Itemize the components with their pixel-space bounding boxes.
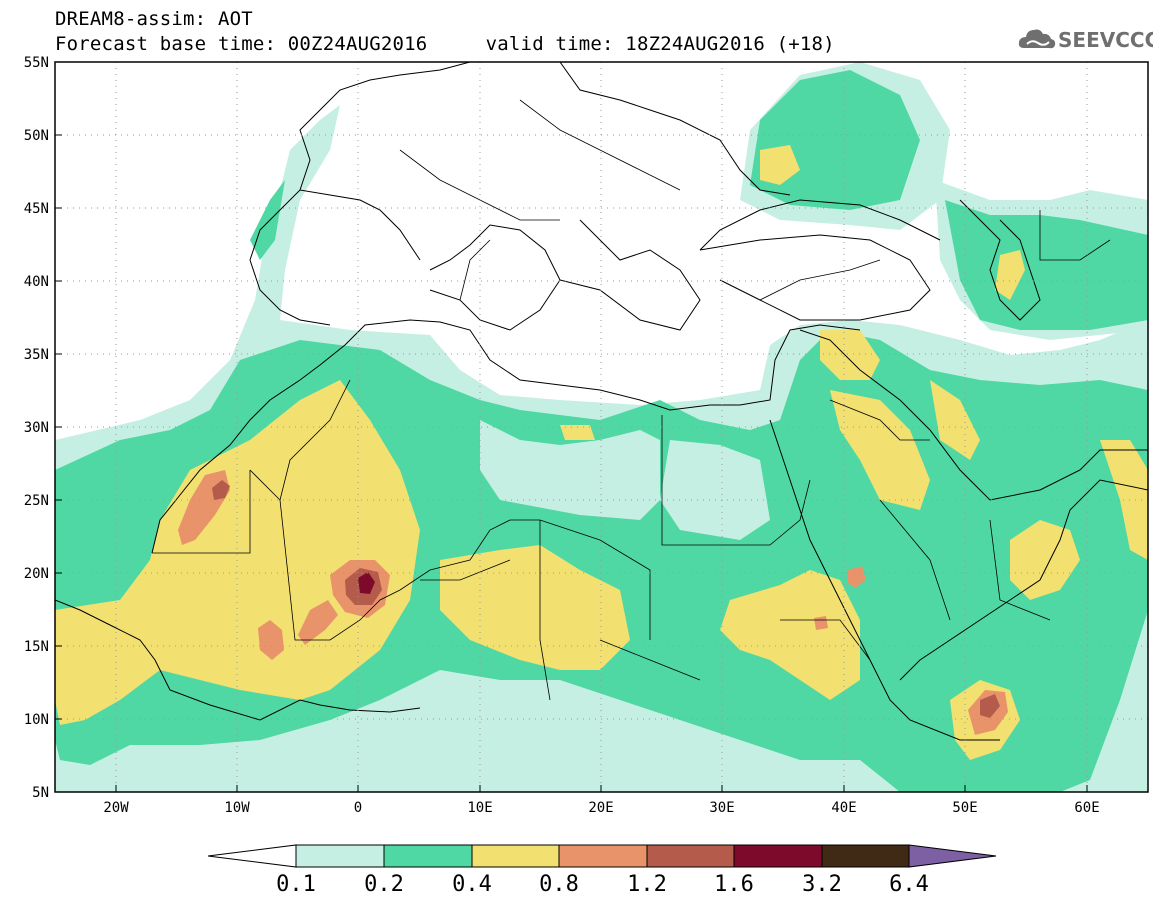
colorbar-label: 6.4 xyxy=(889,872,929,897)
aot-level-0.8 xyxy=(178,470,1008,735)
lat-label: 20N xyxy=(24,566,49,582)
lon-label: 20W xyxy=(103,800,129,816)
longitude-labels: 20W 10W 0 10E 20E 30E 40E 50E 60E xyxy=(103,800,1099,816)
lat-label: 50N xyxy=(24,128,49,144)
lon-label: 10W xyxy=(224,800,250,816)
country-borders xyxy=(152,99,1111,701)
colorbar-low-arrow xyxy=(207,844,297,868)
lon-label: 50E xyxy=(952,800,977,816)
brand-text: SEEVCCC xyxy=(1058,28,1153,52)
lon-label: 60E xyxy=(1074,800,1099,816)
cloud-logo-icon: SEEVCCC xyxy=(1018,28,1159,52)
colorbar-high-arrow xyxy=(908,844,997,868)
colorbar-swatch xyxy=(733,844,823,868)
lat-label: 45N xyxy=(24,201,49,217)
colorbar-swatch xyxy=(383,844,473,868)
lon-label: 10E xyxy=(467,800,492,816)
gridlines xyxy=(55,62,1148,792)
lat-label: 25N xyxy=(24,493,49,509)
colorbar-label: 0.4 xyxy=(452,872,492,897)
lon-label: 0 xyxy=(354,800,362,816)
aot-level-1.6 xyxy=(358,572,375,594)
brand-logo: SEEVCCC xyxy=(1018,24,1159,54)
colorbar-label: 1.2 xyxy=(627,872,667,897)
colorbar-label: 0.2 xyxy=(364,872,404,897)
lat-label: 55N xyxy=(24,55,49,71)
lat-label: 5N xyxy=(32,785,49,801)
coastlines xyxy=(55,62,1148,741)
lat-label: 40N xyxy=(24,274,49,290)
lon-label: 40E xyxy=(831,800,856,816)
colorbar-swatch xyxy=(646,844,735,868)
colorbar-label: 0.1 xyxy=(276,872,316,897)
colorbar-label: 1.6 xyxy=(714,872,754,897)
lon-label: 20E xyxy=(588,800,613,816)
colorbar-labels: 0.1 0.2 0.4 0.8 1.2 1.6 3.2 6.4 xyxy=(276,872,929,897)
lat-label: 30N xyxy=(24,420,49,436)
colorbar-label: 3.2 xyxy=(802,872,842,897)
lat-label: 15N xyxy=(24,639,49,655)
lat-label: 35N xyxy=(24,347,49,363)
map-area xyxy=(55,62,1148,792)
lon-label: 30E xyxy=(709,800,734,816)
colorbar xyxy=(207,844,997,868)
colorbar-swatch xyxy=(821,844,910,868)
tick-marks xyxy=(55,61,1088,792)
colorbar-swatch xyxy=(471,844,560,868)
map-title: DREAM8-assim: AOT xyxy=(55,8,253,30)
latitude-labels: 55N 50N 45N 40N 35N 30N 25N 20N 15N 10N … xyxy=(24,55,49,801)
colorbar-label: 0.8 xyxy=(539,872,579,897)
colorbar-swatch xyxy=(295,844,385,868)
colorbar-swatch xyxy=(558,844,648,868)
lat-label: 10N xyxy=(24,712,49,728)
forecast-times: Forecast base time: 00Z24AUG2016 valid t… xyxy=(55,33,835,55)
